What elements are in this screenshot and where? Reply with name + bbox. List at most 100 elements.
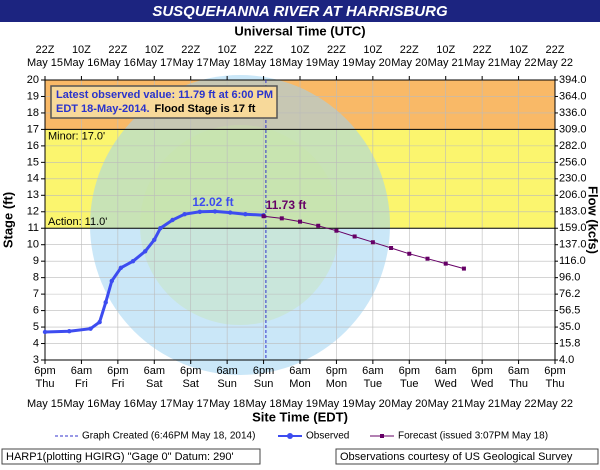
observed-point [118,265,124,270]
x-tick-label: 6am [216,365,237,377]
forecast-point [389,246,394,250]
x2-tick-date: May 22 [501,57,537,69]
y-title: Stage (ft) [0,192,15,248]
x-tick-date: May 15 [27,398,63,410]
x-tick-label: 6am [435,365,456,377]
observed-point [243,212,248,217]
x-tick-label: 6pm [326,365,347,377]
y2-tick-label: 137.0 [559,239,587,251]
x2-tick-label: 22Z [327,44,346,56]
forecast-point [461,266,466,271]
observed-point [88,326,93,331]
x-title: Site Time (EDT) [252,409,348,424]
forecast-point [298,219,302,224]
peak-label: 12.02 ft [192,195,233,209]
y2-tick-label: 364.0 [559,90,587,102]
watermark [140,125,340,325]
x-tick-day: Wed [471,378,493,390]
x-tick-day: Sat [182,378,199,390]
x2-tick-date: May 19 [318,57,354,69]
x-tick-date: May 22 [537,398,573,410]
x2-tick-label: 22Z [181,44,200,56]
x2-tick-label: 10Z [218,44,237,56]
series-line [263,215,465,270]
x2-tick-label: 22Z [473,44,492,56]
x-tick-date: May 17 [136,398,172,410]
x-tick-date: May 19 [318,398,354,410]
x2-tick-date: May 20 [391,57,427,69]
threshold-label: Action: 11.0' [48,216,107,228]
y2-tick-label: 206.0 [559,189,587,201]
x2-tick-date: May 21 [428,57,464,69]
y2-tick-label: 96.0 [559,272,580,284]
observed-point [67,328,72,334]
observed-point [142,249,148,254]
x2-tick-label: 10Z [72,44,91,56]
x-tick-date: May 21 [428,398,464,410]
y-tick-label: 18 [27,107,39,119]
x-tick-day: Fri [75,378,88,390]
legend-swatch [287,433,293,439]
x2-tick-date: May 21 [464,57,500,69]
forecast-point [334,228,339,233]
y-tick-label: 12 [27,206,39,218]
chart-title: SUSQUEHANNA RIVER AT HARRISBURG [152,3,448,20]
y-tick-label: 5 [33,321,39,333]
x-tick-label: 6am [71,365,92,377]
y-tick-label: 9 [33,255,39,267]
x2-tick-label: 10Z [436,44,455,56]
forecast-point [316,223,321,228]
watermark [90,75,390,375]
y-tick-label: 4 [33,337,39,349]
y2-tick-label: 183.0 [559,206,587,218]
x-tick-day: Fri [111,378,124,390]
forecast-label: 11.73 ft [266,198,307,212]
forecast-point [352,234,357,239]
x-tick-day: Thu [509,378,528,390]
x-tick-date: May 19 [282,398,318,410]
observed-point [103,300,108,305]
forecast-point [443,261,448,266]
footer-box [335,448,599,465]
y-tick-label: 16 [27,140,39,152]
observed-point [152,237,157,242]
observed-point [170,217,175,223]
x2-tick-label: 22Z [108,44,127,56]
x-tick-day: Thu [546,378,565,390]
forecast-point [407,251,412,256]
footer-box [1,448,261,465]
forecast-point [425,256,430,261]
legend-label: Observed [306,431,349,442]
footer-right: Observations courtesy of US Geological S… [340,451,573,463]
title-bar [0,0,600,22]
y2-tick-label: 56.5 [559,304,580,316]
x2-title: Universal Time (UTC) [234,23,365,38]
legend-label: Forecast (issued 3:07PM May 18) [398,431,548,442]
y2-tick-label: 76.2 [559,288,580,300]
observed-point [158,226,163,231]
x-tick-date: May 16 [100,398,136,410]
x-tick-date: May 18 [209,398,245,410]
y2-tick-label: 4.0 [559,354,574,366]
y2-tick-label: 256.0 [559,156,587,168]
x-tick-date: May 21 [464,398,500,410]
x-tick-day: Thu [36,378,55,390]
forecast-point [261,214,266,219]
x-tick-label: 6pm [253,365,274,377]
threshold-label: Minor: 17.0' [48,130,105,142]
y-tick-label: 14 [27,173,39,185]
x2-tick-date: May 17 [173,57,209,69]
x2-tick-date: May 16 [63,57,99,69]
x-tick-label: 6pm [34,365,55,377]
y-tick-label: 20 [27,74,39,86]
info-line: EDT 18-May-2014. [56,103,150,115]
y2-tick-label: 116.0 [559,255,586,267]
y-tick-label: 19 [27,90,39,102]
x-tick-label: 6pm [180,365,201,377]
footer-left: HARP1(plotting HGIRG) "Gage 0" Datum: 29… [6,451,234,463]
observed-point [197,209,203,214]
x-tick-day: Wed [435,378,457,390]
x2-tick-label: 10Z [363,44,382,56]
forecast-point [370,240,375,245]
y-tick-label: 13 [27,189,39,201]
